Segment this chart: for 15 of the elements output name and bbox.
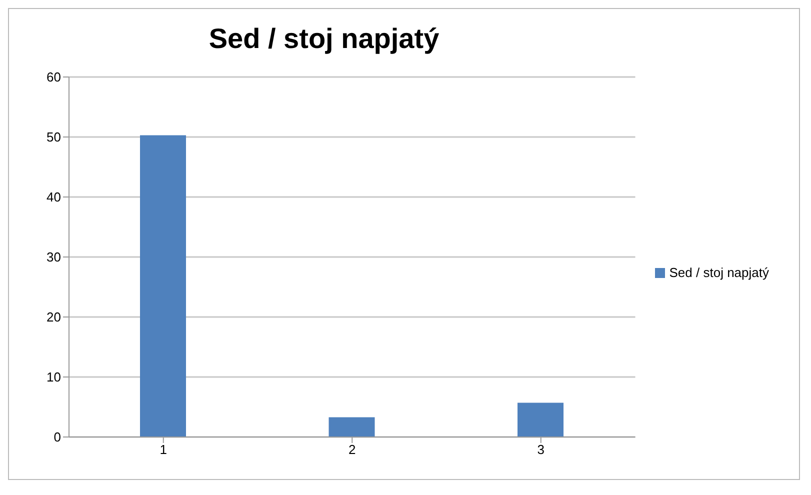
bar bbox=[140, 135, 186, 437]
y-tick-label: 30 bbox=[46, 250, 61, 265]
bar bbox=[328, 417, 375, 437]
legend-label: Sed / stoj napjatý bbox=[669, 264, 769, 280]
y-tick-label: 60 bbox=[46, 70, 61, 85]
bar bbox=[518, 402, 564, 437]
x-tick-label: 2 bbox=[348, 442, 356, 458]
x-tick-label: 1 bbox=[160, 442, 167, 458]
y-tick-label: 20 bbox=[46, 310, 61, 325]
y-tick-label: 50 bbox=[46, 130, 61, 145]
y-tick-label: 40 bbox=[46, 190, 61, 205]
y-tick-label: 10 bbox=[46, 370, 61, 385]
chart-title: Sed / stoj napjatý bbox=[208, 22, 440, 56]
x-tick-label: 3 bbox=[537, 442, 545, 458]
y-tick-label: 0 bbox=[54, 430, 61, 445]
